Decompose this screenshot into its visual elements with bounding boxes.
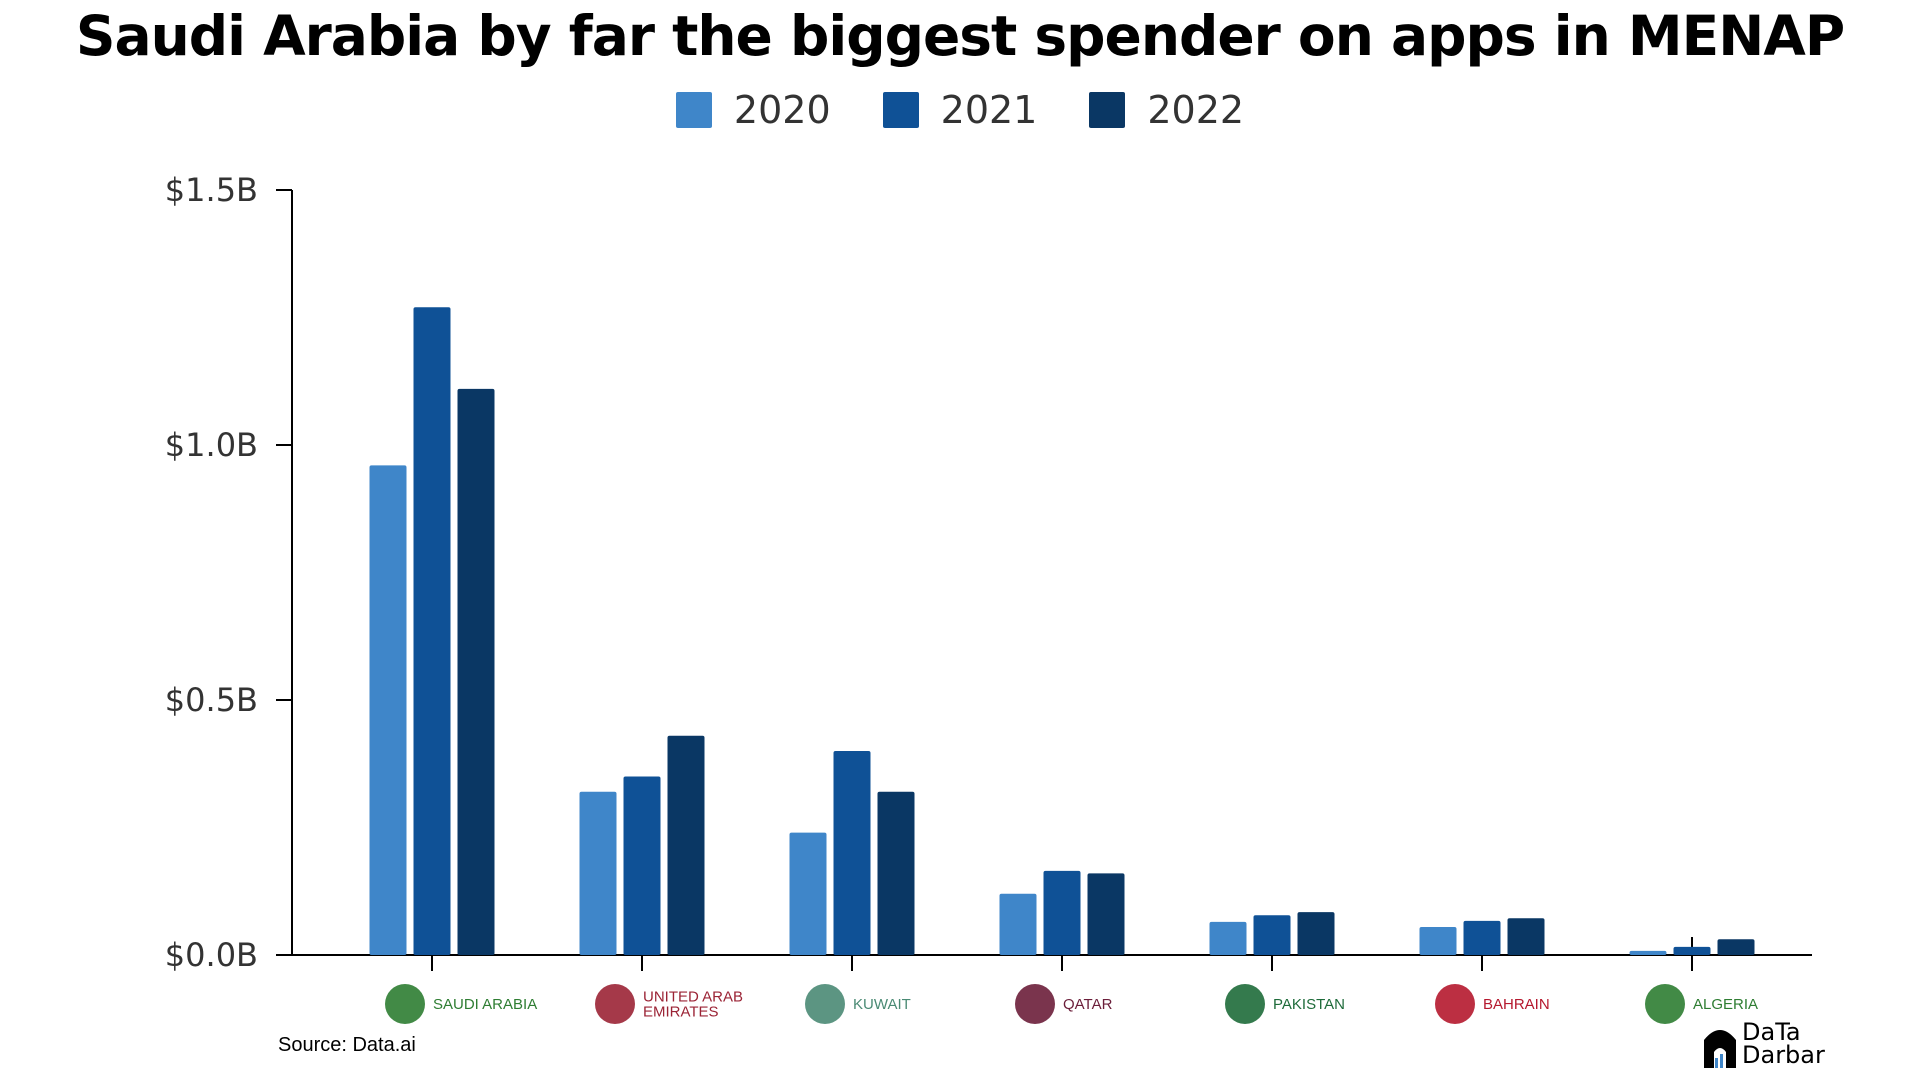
category-label: UNITED ARAB bbox=[643, 989, 743, 1006]
bar bbox=[1253, 915, 1291, 955]
legend: 2020 2021 2022 bbox=[0, 88, 1920, 132]
bar bbox=[413, 307, 451, 955]
bar bbox=[833, 751, 871, 955]
bar bbox=[1507, 918, 1545, 955]
category-label: SAUDI ARABIA bbox=[433, 996, 537, 1013]
bar bbox=[579, 791, 617, 955]
legend-label: 2022 bbox=[1147, 88, 1245, 132]
bars bbox=[369, 307, 1755, 955]
source-note: Source: Data.ai bbox=[278, 1034, 416, 1056]
y-tick-label: $0.0B bbox=[165, 936, 258, 974]
axes: $0.0B $0.5B $1.0B $1.5B bbox=[165, 171, 1812, 974]
flag-icon bbox=[595, 984, 635, 1024]
bar bbox=[999, 893, 1037, 955]
category-label: KUWAIT bbox=[853, 996, 911, 1013]
bar bbox=[1463, 920, 1501, 955]
bar bbox=[877, 791, 915, 955]
bar bbox=[789, 832, 827, 955]
chart-title: Saudi Arabia by far the biggest spender … bbox=[75, 4, 1845, 68]
brand-line-2: Darbar bbox=[1742, 1041, 1825, 1069]
bar bbox=[369, 465, 407, 955]
category-label: EMIRATES bbox=[643, 1004, 719, 1021]
bar bbox=[1629, 950, 1667, 955]
bar bbox=[1043, 870, 1081, 955]
legend-swatch bbox=[882, 92, 919, 128]
bar bbox=[1717, 939, 1755, 955]
flag-icon bbox=[1435, 984, 1475, 1024]
brand-line-1: DaTa bbox=[1742, 1018, 1801, 1047]
brand-text: DaTa Darbar bbox=[1742, 1018, 1825, 1069]
bar bbox=[1087, 873, 1125, 955]
legend-label: 2020 bbox=[733, 88, 831, 132]
bar bbox=[667, 735, 705, 955]
legend-item-2020: 2020 bbox=[675, 88, 831, 132]
legend-label: 2021 bbox=[940, 88, 1038, 132]
brand-logo: DaTa Darbar bbox=[1702, 1020, 1825, 1068]
bar bbox=[1419, 926, 1457, 955]
bar bbox=[1209, 921, 1247, 955]
flag-icon bbox=[805, 984, 845, 1024]
legend-item-2022: 2022 bbox=[1089, 88, 1244, 132]
bar bbox=[457, 388, 495, 955]
flag-icon bbox=[385, 984, 425, 1024]
category-label: BAHRAIN bbox=[1483, 996, 1550, 1013]
legend-item-2021: 2021 bbox=[882, 88, 1038, 132]
bar bbox=[623, 776, 661, 955]
y-tick-label: $1.0B bbox=[165, 426, 258, 464]
building-icon bbox=[1704, 1030, 1736, 1068]
legend-swatch bbox=[1089, 92, 1126, 128]
flag-icon bbox=[1015, 984, 1055, 1024]
y-tick-label: $1.5B bbox=[165, 171, 258, 209]
category-label: QATAR bbox=[1063, 996, 1113, 1013]
flag-icon bbox=[1645, 984, 1685, 1024]
bar bbox=[1297, 912, 1335, 955]
flag-icon bbox=[1225, 984, 1265, 1024]
category-label: PAKISTAN bbox=[1273, 996, 1345, 1013]
category-label: ALGERIA bbox=[1693, 996, 1758, 1013]
legend-swatch bbox=[675, 92, 712, 128]
y-tick-label: $0.5B bbox=[165, 681, 258, 719]
bar bbox=[1673, 946, 1711, 955]
